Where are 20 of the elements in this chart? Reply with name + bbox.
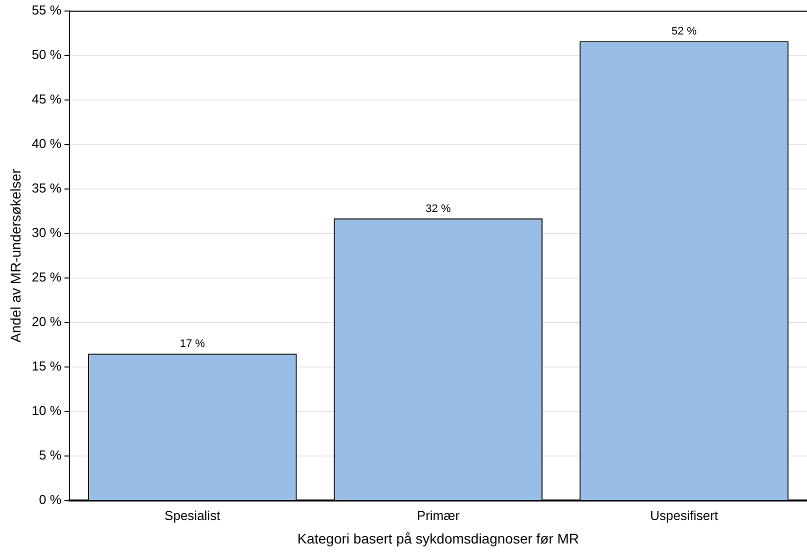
y-tick-label: 40 %: [32, 136, 62, 151]
x-tick-label: Spesialist: [164, 508, 221, 523]
y-tick-label: 20 %: [32, 314, 62, 330]
y-tick-label: 45 %: [32, 91, 62, 106]
data-label: 17 %: [180, 338, 206, 350]
x-tick-label: Primær: [416, 508, 460, 523]
y-tick-label: 15 %: [32, 358, 62, 374]
y-tick-label: 50 %: [32, 46, 62, 62]
x-axis-title: Kategori basert på sykdomsdiagnoser før MR: [297, 530, 580, 546]
x-tick-label: Uspesifisert: [650, 508, 718, 523]
y-tick-label: 0 %: [39, 492, 62, 508]
data-label: 52 %: [672, 26, 697, 38]
y-tick-label: 35 %: [32, 180, 62, 196]
y-tick-label: 30 %: [32, 225, 62, 240]
y-tick-label: 25 %: [32, 270, 62, 285]
data-label: 32 %: [426, 202, 451, 215]
y-tick-label: 5 %: [39, 448, 62, 463]
y-tick-label: 10 %: [32, 403, 62, 418]
y-tick-label: 55 %: [32, 2, 62, 18]
y-axis-title: Andel av MR-undersøkelser: [7, 168, 24, 342]
